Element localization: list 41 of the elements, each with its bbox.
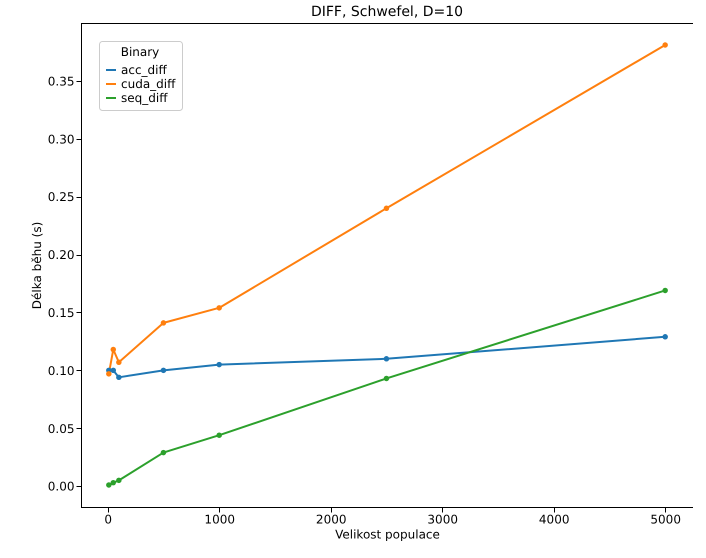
x-tick-label: 3000 <box>427 512 458 526</box>
y-tick-label: 0.35 <box>48 74 74 88</box>
point <box>106 482 112 488</box>
x-tick-label: 0 <box>104 512 112 526</box>
point <box>662 334 668 340</box>
point <box>160 368 166 374</box>
x-tick-label: 2000 <box>316 512 346 526</box>
point <box>384 356 390 362</box>
point <box>116 478 122 484</box>
point <box>106 371 112 377</box>
y-tick-label: 0.00 <box>48 480 74 494</box>
point <box>216 432 222 438</box>
x-tick-label: 5000 <box>650 512 681 526</box>
legend-title: Binary <box>120 45 160 59</box>
point <box>662 42 668 48</box>
x-axis-title: Velikost populace <box>335 528 440 542</box>
point <box>110 368 116 374</box>
point <box>110 346 116 352</box>
point <box>116 360 122 365</box>
point <box>110 480 116 486</box>
point <box>384 206 390 211</box>
legend-label: cuda_diff <box>121 77 176 91</box>
point <box>116 374 122 380</box>
y-tick-label: 0.10 <box>48 364 74 378</box>
y-tick-label: 0.05 <box>48 422 74 436</box>
point <box>662 288 668 294</box>
point <box>384 376 390 382</box>
point <box>216 362 222 368</box>
x-tick-label: 4000 <box>538 512 570 526</box>
y-tick-label: 0.25 <box>48 190 74 204</box>
legend-label: seq_diff <box>121 91 168 105</box>
point <box>160 320 166 326</box>
point <box>216 305 222 311</box>
chart-title: DIFF, Schwefel, D=10 <box>310 4 464 20</box>
y-tick-label: 0.30 <box>48 132 74 146</box>
x-tick-label: 1000 <box>204 512 235 526</box>
point <box>160 450 166 456</box>
y-tick-label: 0.15 <box>48 306 74 320</box>
y-axis-title: Délka běhu (s) <box>30 222 44 310</box>
legend-label: acc_diff <box>121 63 168 77</box>
y-tick-label: 0.20 <box>48 248 74 262</box>
